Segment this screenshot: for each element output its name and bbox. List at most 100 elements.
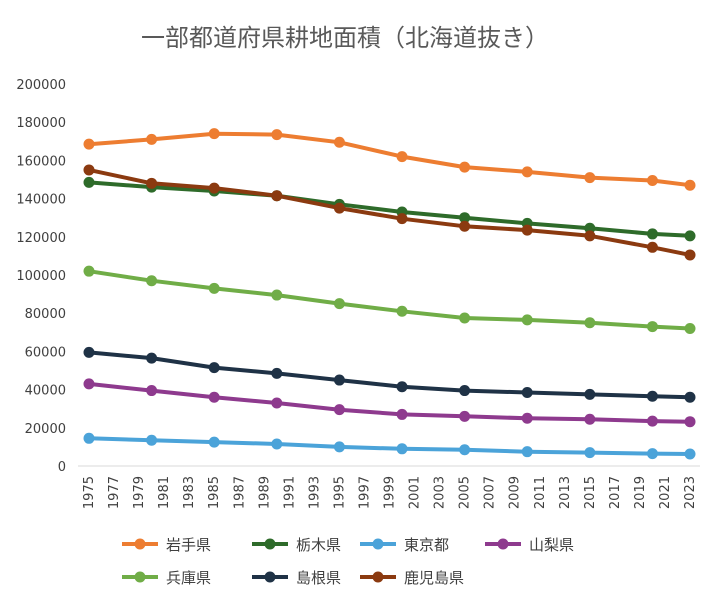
x-tick-label: 1999 (383, 476, 398, 509)
data-point (584, 172, 596, 184)
data-point (208, 436, 220, 448)
data-point (271, 367, 283, 379)
data-point (684, 391, 696, 403)
data-point (646, 390, 658, 402)
data-point (146, 133, 158, 145)
legend-label: 岩手県 (166, 536, 211, 554)
series-3 (83, 432, 696, 460)
data-point (521, 386, 533, 398)
series-line (87, 436, 692, 456)
legend-swatch-marker (497, 538, 509, 550)
data-point (333, 136, 345, 148)
data-point (271, 289, 283, 301)
x-tick-label: 1983 (182, 476, 197, 509)
x-tick-label: 2015 (583, 476, 598, 509)
y-tick-label: 160000 (16, 154, 66, 169)
legend-item: 栃木県 (252, 536, 341, 554)
x-tick-label: 1991 (282, 476, 297, 509)
y-tick-label: 100000 (16, 269, 66, 284)
x-tick-label: 1975 (82, 476, 97, 509)
data-point (396, 443, 408, 455)
y-tick-label: 80000 (25, 307, 66, 322)
x-tick-label: 1985 (207, 476, 222, 509)
series-5 (83, 265, 696, 334)
data-point (459, 212, 471, 224)
x-tick-label: 2005 (458, 476, 473, 509)
data-point (333, 404, 345, 416)
legend-label: 東京都 (404, 536, 449, 554)
data-point (684, 179, 696, 191)
legend-swatch-marker (372, 538, 384, 550)
legend-item: 山梨県 (485, 536, 574, 554)
series-1 (83, 128, 696, 191)
data-point (208, 182, 220, 194)
data-point (271, 190, 283, 202)
series-layer (83, 128, 696, 460)
x-tick-label: 2011 (533, 476, 548, 509)
legend-label: 鹿児島県 (404, 569, 464, 587)
data-point (271, 397, 283, 409)
data-point (459, 312, 471, 324)
x-tick-label: 2017 (608, 476, 623, 509)
series-line (87, 381, 692, 424)
data-point (684, 322, 696, 334)
data-point (684, 249, 696, 261)
y-tick-label: 20000 (25, 422, 66, 437)
data-point (83, 346, 95, 358)
y-tick-label: 40000 (25, 384, 66, 399)
x-tick-label: 2007 (483, 476, 498, 509)
data-point (396, 151, 408, 163)
x-tick-label: 1977 (107, 476, 122, 509)
series-line (87, 350, 692, 400)
y-tick-label: 200000 (16, 78, 66, 93)
data-point (83, 378, 95, 390)
x-tick-label: 1979 (132, 476, 147, 509)
legend-swatch-marker (134, 571, 146, 583)
x-tick-label: 2003 (433, 476, 448, 509)
data-point (208, 128, 220, 140)
data-point (459, 444, 471, 456)
x-tick-label: 1995 (332, 476, 347, 509)
data-point (584, 222, 596, 234)
data-point (459, 220, 471, 232)
x-tick-label: 2023 (683, 476, 698, 509)
data-point (521, 446, 533, 458)
data-point (396, 305, 408, 317)
legend-swatch-marker (134, 538, 146, 550)
data-point (684, 416, 696, 428)
data-point (584, 388, 596, 400)
legend-item: 兵庫県 (122, 569, 211, 587)
data-point (584, 317, 596, 329)
data-point (83, 138, 95, 150)
data-point (146, 434, 158, 446)
data-point (146, 275, 158, 287)
data-point (521, 314, 533, 326)
data-point (646, 448, 658, 460)
data-point (646, 415, 658, 427)
data-point (584, 447, 596, 459)
data-point (646, 241, 658, 253)
data-point (208, 391, 220, 403)
data-point (646, 228, 658, 240)
data-point (521, 412, 533, 424)
data-point (521, 166, 533, 178)
chart-title: 一部都道府県耕地面積（北海道抜き） (141, 24, 549, 52)
legend-item: 島根県 (252, 569, 341, 587)
x-tick-label: 2019 (633, 476, 648, 509)
data-point (459, 385, 471, 397)
x-tick-label: 1989 (257, 476, 272, 509)
x-tick-label: 1997 (357, 476, 372, 509)
y-tick-label: 120000 (16, 231, 66, 246)
series-line (87, 131, 692, 188)
data-point (646, 321, 658, 333)
data-point (459, 161, 471, 173)
series-line (87, 180, 692, 238)
y-tick-label: 0 (58, 460, 66, 475)
data-point (584, 230, 596, 242)
legend-label: 山梨県 (529, 536, 574, 554)
data-point (271, 438, 283, 450)
data-point (83, 432, 95, 444)
